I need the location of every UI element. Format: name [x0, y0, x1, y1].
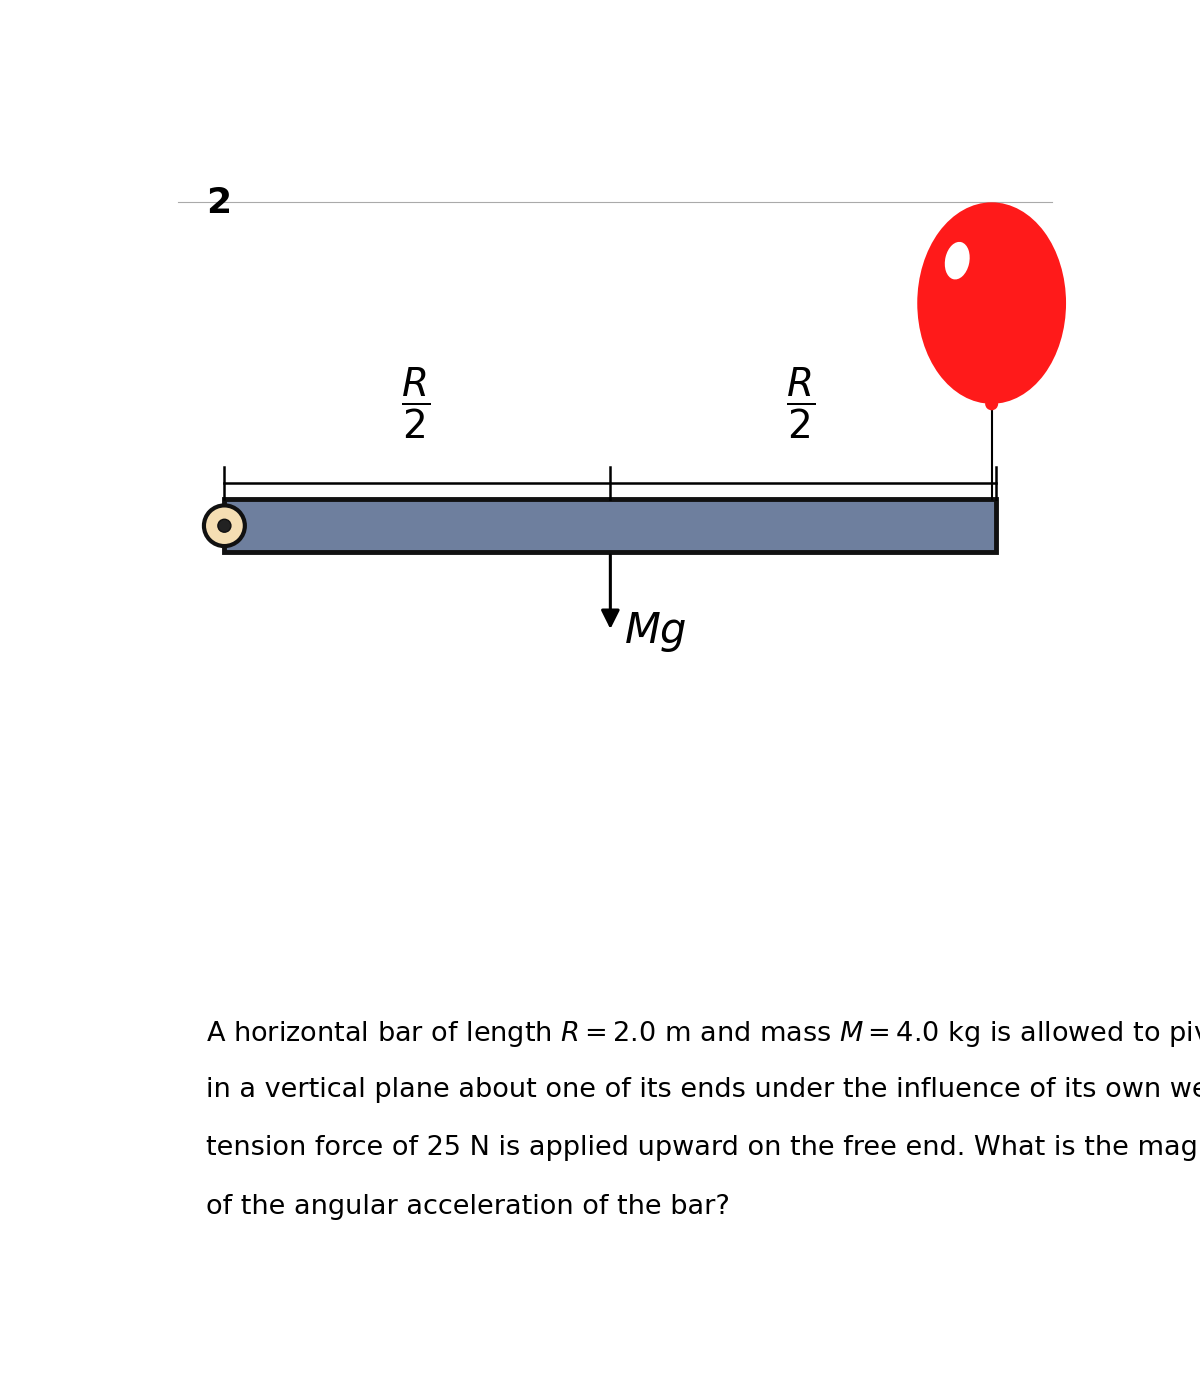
- Ellipse shape: [917, 202, 1066, 403]
- Ellipse shape: [218, 519, 230, 532]
- Text: of the angular acceleration of the bar?: of the angular acceleration of the bar?: [206, 1194, 730, 1220]
- Text: $\dfrac{R}{2}$: $\dfrac{R}{2}$: [786, 366, 816, 441]
- Text: in a vertical plane about one of its ends under the influence of its own weight.: in a vertical plane about one of its end…: [206, 1077, 1200, 1103]
- Text: $Mg$: $Mg$: [624, 610, 688, 654]
- Ellipse shape: [985, 398, 998, 410]
- Bar: [224, 500, 996, 552]
- Text: A horizontal bar of length $R = 2.0$ m and mass $M = 4.0$ kg is allowed to pivot: A horizontal bar of length $R = 2.0$ m a…: [206, 1019, 1200, 1049]
- Text: 2: 2: [206, 186, 230, 220]
- Ellipse shape: [204, 505, 245, 547]
- Text: tension force of 25 N is applied upward on the free end. What is the magnitude: tension force of 25 N is applied upward …: [206, 1136, 1200, 1161]
- Text: $\dfrac{R}{2}$: $\dfrac{R}{2}$: [401, 366, 430, 441]
- Ellipse shape: [944, 242, 970, 280]
